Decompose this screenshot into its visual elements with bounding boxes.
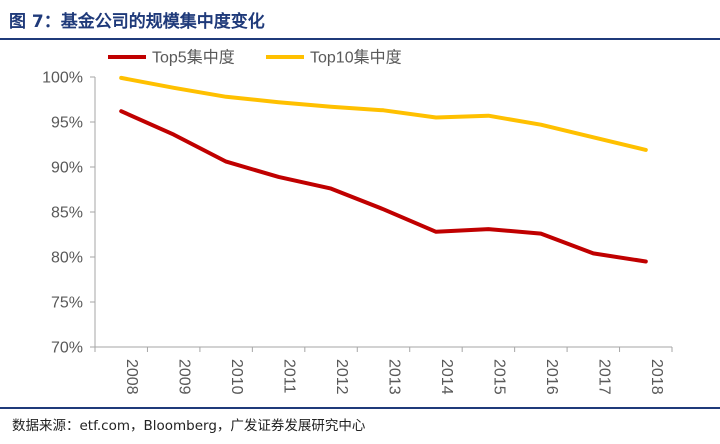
x-tick-label: 2018 bbox=[648, 359, 665, 395]
x-tick-label: 2011 bbox=[281, 359, 298, 394]
y-tick-label: 100% bbox=[42, 70, 83, 87]
line-chart: 70% 75% 80% 85% 90% 95% 100% 2008 2009 2010 2011 20… bbox=[42, 49, 673, 395]
y-tick-label: 80% bbox=[51, 250, 83, 267]
x-tick-label: 2010 bbox=[228, 359, 245, 395]
y-tick-label: 85% bbox=[51, 205, 83, 222]
series-line-2 bbox=[119, 75, 648, 152]
x-tick-label: 2009 bbox=[176, 359, 193, 395]
x-tick-label: 2008 bbox=[123, 359, 140, 395]
y-tick-label: 70% bbox=[51, 340, 83, 357]
series-line-1 bbox=[119, 109, 648, 264]
y-tick-label: 95% bbox=[51, 115, 83, 132]
x-tick-label: 2015 bbox=[490, 359, 507, 395]
legend-label-2: Top10集中度 bbox=[310, 49, 402, 67]
y-tick-label: 90% bbox=[51, 160, 83, 177]
x-tick-label: 2016 bbox=[543, 359, 560, 395]
legend-label-1: Top5集中度 bbox=[152, 49, 235, 67]
title-rule bbox=[0, 38, 720, 40]
chart-area: 70% 75% 80% 85% 90% 95% 100% 2008 2009 2010 2011 20… bbox=[0, 40, 720, 406]
x-tick-label: 2017 bbox=[595, 359, 612, 395]
figure-header: 图 7：基金公司的规模集中度变化 bbox=[0, 0, 720, 40]
x-tick-label: 2014 bbox=[438, 359, 455, 395]
x-tick-label: 2013 bbox=[386, 359, 403, 395]
source-note: 数据来源：etf.com，Bloomberg，广发证券发展研究中心 bbox=[12, 418, 366, 434]
figure-title: 图 7：基金公司的规模集中度变化 bbox=[9, 12, 265, 32]
x-tick-label: 2012 bbox=[333, 359, 350, 395]
y-tick-label: 75% bbox=[51, 295, 83, 312]
footer-rule bbox=[0, 407, 720, 409]
